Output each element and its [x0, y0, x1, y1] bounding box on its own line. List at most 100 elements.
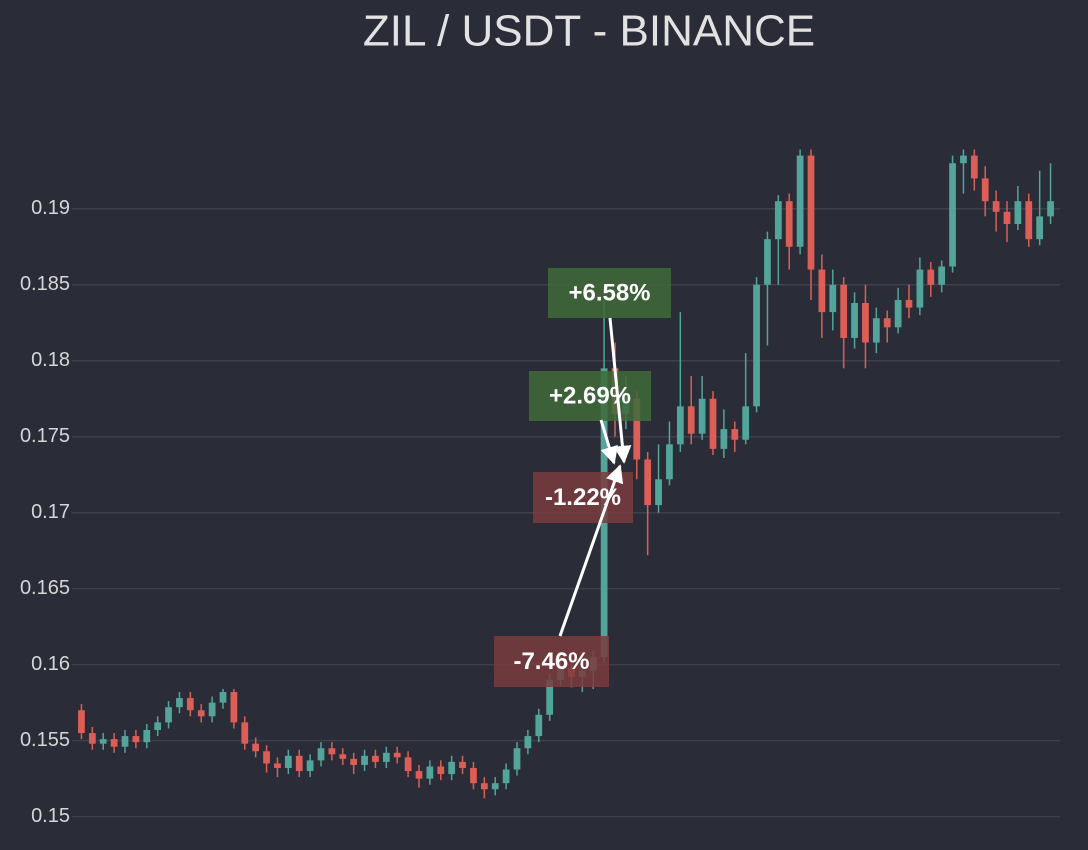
candle-body: [78, 710, 85, 734]
candle-body: [709, 398, 717, 449]
candle-body: [851, 302, 858, 338]
candle-body: [393, 752, 401, 758]
candle-body: [862, 302, 869, 343]
candle-body: [274, 763, 281, 768]
annotation-label: -7.46%: [513, 648, 589, 675]
candle-body: [350, 758, 358, 765]
candle-body: [284, 755, 292, 768]
candle-body: [840, 284, 848, 338]
candle-body: [764, 239, 771, 285]
candle-body: [295, 755, 303, 772]
candle-body: [317, 748, 325, 761]
candle-body: [916, 269, 924, 308]
candle-body: [676, 406, 684, 445]
y-tick-label: 0.19: [31, 197, 70, 219]
candle-body: [448, 761, 456, 775]
candle-body: [872, 318, 880, 343]
chart-title: ZIL / USDT - BINANCE: [363, 7, 815, 56]
y-tick-label: 0.155: [20, 729, 70, 751]
candle-body: [263, 751, 270, 764]
candle-body: [154, 722, 162, 730]
candle-body: [459, 761, 466, 768]
candle-body: [796, 155, 804, 247]
candle-body: [753, 284, 760, 407]
candle-body: [807, 155, 815, 270]
candle-body: [339, 754, 347, 759]
candle-body: [698, 398, 706, 434]
candle-body: [1047, 201, 1054, 217]
candle-body: [176, 698, 183, 708]
candle-body: [186, 698, 194, 711]
candle-body: [731, 429, 739, 440]
candle-body: [1036, 216, 1044, 240]
annotation-label: +6.58%: [568, 279, 650, 306]
candle-body: [491, 783, 499, 790]
candle-body: [143, 729, 151, 743]
candle-body: [687, 406, 695, 434]
candle-body: [404, 757, 412, 772]
candle-body: [88, 733, 96, 744]
candle-body: [938, 266, 946, 285]
candle-body: [546, 679, 554, 715]
annotation-label: +2.69%: [549, 382, 631, 409]
candle-body: [382, 752, 390, 762]
candle-body: [132, 736, 140, 743]
candle-body: [981, 178, 989, 202]
y-tick-label: 0.16: [31, 653, 70, 675]
candle-body: [774, 201, 782, 240]
candle-body: [230, 692, 238, 723]
candle-body: [361, 755, 368, 765]
candle-body: [502, 769, 510, 784]
candle-body: [666, 444, 673, 480]
candle-body: [99, 739, 107, 744]
candle-body: [524, 736, 532, 749]
candle-body: [241, 722, 249, 744]
y-tick-label: 0.185: [20, 273, 70, 295]
candle-body: [742, 406, 750, 440]
candle-body: [970, 155, 978, 179]
candle-body: [894, 299, 902, 328]
candle-body: [165, 707, 172, 723]
candle-body: [437, 766, 445, 775]
candle-body: [372, 755, 379, 762]
candle-body: [480, 783, 488, 790]
annotation-box: [548, 268, 671, 318]
candle-body: [1014, 201, 1022, 224]
candle-body: [121, 736, 129, 747]
candle-body: [720, 429, 728, 449]
y-tick-label: 0.17: [31, 501, 70, 523]
candle-body: [328, 748, 336, 755]
candle-body: [785, 201, 793, 247]
candle-body: [905, 299, 913, 308]
candle-body: [470, 767, 477, 784]
annotation-arrow: [608, 317, 632, 464]
candle-body: [415, 771, 423, 779]
candle-body: [949, 163, 956, 267]
candle-body: [655, 479, 662, 506]
candle-body: [960, 155, 967, 164]
candle-body: [252, 743, 260, 752]
candle-body: [992, 201, 1000, 212]
candle-body: [219, 692, 227, 703]
annotation-box: [494, 636, 609, 687]
candle-body: [829, 284, 837, 313]
candle-body: [535, 714, 543, 737]
candle-body: [1003, 211, 1011, 224]
y-tick-label: 0.18: [31, 349, 70, 371]
candle-body: [426, 766, 434, 779]
candle-body: [513, 748, 521, 770]
candle-body: [883, 318, 891, 328]
y-tick-label: 0.175: [20, 425, 70, 447]
candle-body: [208, 702, 216, 717]
annotation-box: [529, 371, 651, 421]
y-tick-label: 0.165: [20, 577, 70, 599]
candle-body: [927, 269, 935, 285]
y-tick-label: 0.15: [31, 805, 70, 827]
candle-body: [306, 760, 314, 772]
annotation-arrow: [558, 464, 624, 637]
annotation-arrow: [599, 419, 618, 465]
candle-body: [644, 459, 652, 506]
candle-body: [1025, 201, 1033, 240]
candle-body: [110, 739, 118, 747]
